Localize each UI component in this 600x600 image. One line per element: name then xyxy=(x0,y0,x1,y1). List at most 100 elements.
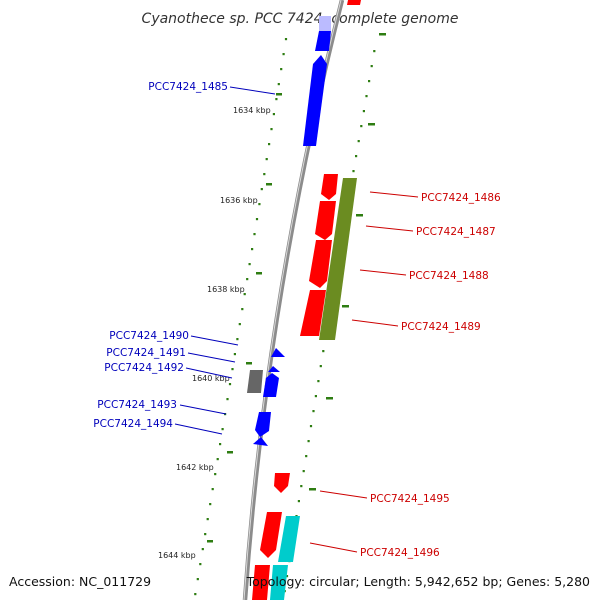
scale-tick xyxy=(309,488,316,491)
guide-dot xyxy=(373,50,376,53)
guide-dot xyxy=(238,323,241,326)
gene-label-1496[interactable]: PCC7424_1496 xyxy=(360,547,440,559)
guide-dot xyxy=(275,98,278,101)
scale-label: 1634 kbp xyxy=(233,106,271,115)
guide-dot xyxy=(270,128,273,131)
gene-lavender xyxy=(319,16,331,31)
gene-1491 xyxy=(268,366,280,372)
gene-1495 xyxy=(274,473,290,493)
guide-dot xyxy=(302,470,305,473)
scale-tick xyxy=(356,214,363,217)
guide-dot xyxy=(253,233,256,236)
guide-dot xyxy=(209,503,212,506)
guide-dot xyxy=(236,338,239,341)
guide-dot xyxy=(226,398,229,401)
gene-1486 xyxy=(321,174,338,200)
guide-dot xyxy=(285,575,289,578)
guide-dot xyxy=(231,368,234,371)
scale-tick xyxy=(227,451,233,454)
gene-olive xyxy=(319,178,357,340)
guide-dot xyxy=(322,350,325,353)
gene-1487 xyxy=(315,201,336,240)
guide-dot xyxy=(360,125,363,128)
guide-dot xyxy=(228,383,232,386)
leader-1490 xyxy=(190,335,239,346)
dotted-guide-curves xyxy=(194,38,376,596)
guide-dot xyxy=(277,83,280,86)
gene-red-bottom xyxy=(252,565,270,600)
label-leader-lines xyxy=(174,86,419,553)
guide-dot xyxy=(260,188,263,191)
scale-tick xyxy=(326,397,333,400)
gene-label-1493[interactable]: PCC7424_1493 xyxy=(97,399,177,411)
gene-label-1491[interactable]: PCC7424_1491 xyxy=(106,347,186,359)
scale-tick xyxy=(276,93,282,96)
scale-ticks: 1634 kbp 1636 kbp 1638 kbp 1640 kbp 1642… xyxy=(158,33,386,560)
gene-1488 xyxy=(309,240,332,288)
gene-label-1492[interactable]: PCC7424_1492 xyxy=(104,362,184,374)
guide-dot xyxy=(241,308,244,311)
guide-dot xyxy=(214,473,217,476)
guide-dot xyxy=(204,533,207,536)
guide-dot xyxy=(196,578,199,581)
guide-dot xyxy=(211,488,214,491)
scale-label: 1640 kbp xyxy=(192,374,230,383)
genes-minus-strand xyxy=(247,16,331,446)
gene-1489 xyxy=(300,290,326,336)
gene-label-1495[interactable]: PCC7424_1495 xyxy=(370,493,450,505)
guide-dot xyxy=(314,395,317,398)
scale-label: 1636 kbp xyxy=(220,196,258,205)
guide-dot xyxy=(194,593,197,596)
guide-dot xyxy=(307,440,310,443)
scale-tick xyxy=(368,123,375,126)
guide-dot xyxy=(282,53,285,56)
leader-1486 xyxy=(369,191,419,198)
gene-label-1489[interactable]: PCC7424_1489 xyxy=(401,321,481,333)
gene-1492-gray xyxy=(247,370,263,393)
scale-label: 1638 kbp xyxy=(207,285,245,294)
guide-dot xyxy=(305,455,308,458)
guide-dot xyxy=(300,485,303,488)
gene-label-1488[interactable]: PCC7424_1488 xyxy=(409,270,489,282)
guide-dot xyxy=(201,548,204,551)
scale-tick xyxy=(342,305,349,308)
leader-1493 xyxy=(179,404,227,415)
guide-dot xyxy=(365,95,368,98)
guide-dot xyxy=(357,140,360,143)
guide-dot xyxy=(368,80,371,83)
gene-1484 xyxy=(315,31,331,51)
leader-1488 xyxy=(359,269,407,276)
leader-1494 xyxy=(174,423,223,435)
gene-cyan-bottom xyxy=(270,565,288,600)
guide-dot xyxy=(280,68,283,71)
scale-tick xyxy=(256,272,262,275)
gene-label-1487[interactable]: PCC7424_1487 xyxy=(416,226,496,238)
leader-1495 xyxy=(319,490,368,499)
gene-1493 xyxy=(255,412,271,437)
gene-label-1485[interactable]: PCC7424_1485 xyxy=(148,81,228,93)
leader-1485 xyxy=(229,86,276,95)
gene-1496 xyxy=(260,512,282,558)
gene-label-1490[interactable]: PCC7424_1490 xyxy=(109,330,189,342)
guide-dot xyxy=(255,218,259,221)
leader-1496 xyxy=(309,542,358,553)
guide-dot xyxy=(370,65,373,68)
guide-dot xyxy=(221,428,224,431)
guide-dot xyxy=(284,38,288,41)
guide-dot xyxy=(312,410,315,413)
gene-label-1494[interactable]: PCC7424_1494 xyxy=(93,418,173,430)
gene-cyan xyxy=(278,516,300,562)
accession-text: Accession: NC_011729 xyxy=(9,574,152,589)
gene-labels: PCC7424_1485 PCC7424_1486 PCC7424_1487 P… xyxy=(93,81,501,559)
topology-text: Topology: circular; Length: 5,942,652 bp… xyxy=(246,574,590,589)
guide-dot xyxy=(258,203,261,206)
guide-dot xyxy=(251,248,254,251)
map-title: Cyanothece sp. PCC 7424, complete genome xyxy=(142,11,459,27)
guide-dot xyxy=(248,263,251,266)
guide-dot xyxy=(272,113,275,116)
guide-dot xyxy=(199,563,202,566)
guide-dot xyxy=(233,353,236,356)
gene-label-1486[interactable]: PCC7424_1486 xyxy=(421,192,501,204)
leader-1492 xyxy=(185,367,233,379)
